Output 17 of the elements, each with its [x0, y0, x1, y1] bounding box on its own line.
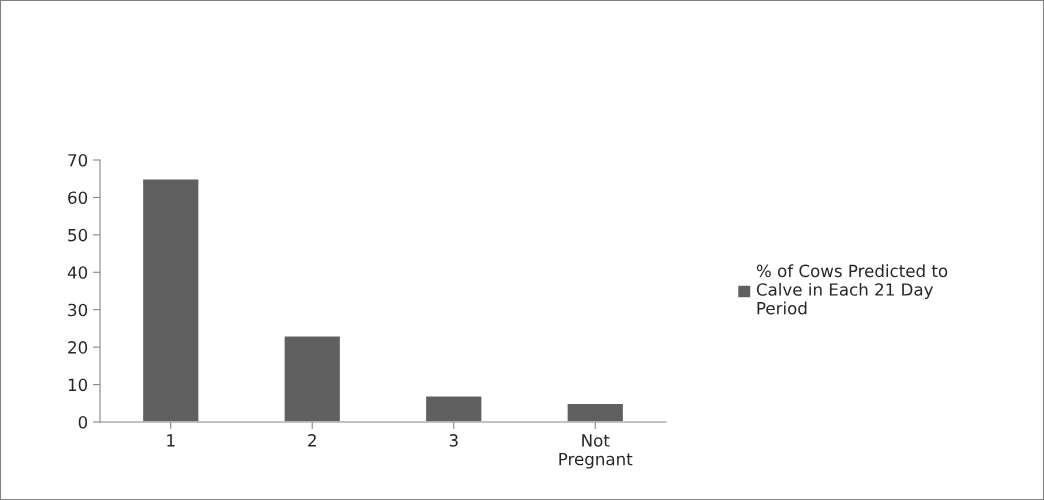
- x-tick-label: Not Pregnant: [559, 434, 633, 469]
- y-tick-label: 20: [68, 341, 88, 354]
- x-tick-label: 3: [449, 434, 458, 447]
- y-tick-label: 10: [68, 378, 88, 392]
- bar: [424, 395, 483, 422]
- bar: [283, 335, 342, 422]
- y-tick-label: 50: [68, 228, 88, 242]
- x-tick-label: 1: [167, 434, 175, 447]
- y-tick-label: 30: [68, 303, 88, 317]
- x-tick-label: 2: [308, 434, 316, 447]
- bar: [566, 402, 625, 422]
- y-tick-label: 40: [67, 266, 88, 279]
- bar: [141, 178, 200, 422]
- y-tick-label: 60: [68, 191, 88, 204]
- y-tick-label: 0: [78, 415, 88, 429]
- y-tick-label: 70: [68, 153, 88, 167]
- legend-label: % of Cows Predicted to Calve in Each 21 Day Period: [756, 264, 948, 315]
